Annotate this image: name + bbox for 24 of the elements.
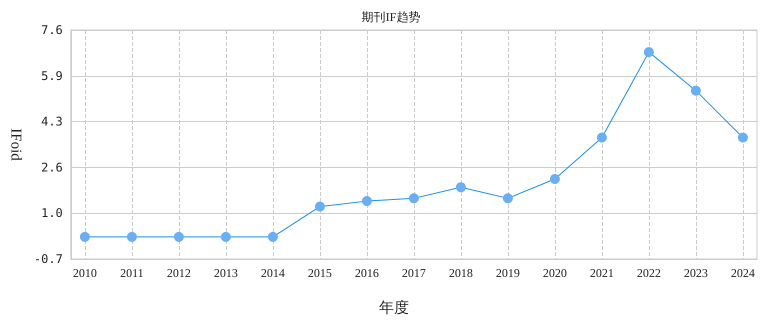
chart-title: 期刊IF趋势 <box>362 10 420 24</box>
y-tick-label: -0.7 <box>34 252 63 266</box>
x-tick-label: 2024 <box>730 266 755 280</box>
x-tick-label: 2010 <box>72 266 97 280</box>
x-tick-label: 2015 <box>308 266 332 280</box>
x-tick-label: 2023 <box>684 266 708 280</box>
y-tick-label: 7.6 <box>41 23 63 37</box>
x-axis-title: 年度 <box>378 300 409 316</box>
x-tick-label: 2022 <box>636 266 661 280</box>
x-tick-label: 2017 <box>402 266 426 280</box>
x-tick-label: 2018 <box>448 266 473 280</box>
x-tick-label: 2019 <box>496 266 520 280</box>
y-tick-label: 4.3 <box>41 114 63 129</box>
x-tick-label: 2021 <box>590 266 614 280</box>
x-tick-label: 2012 <box>166 266 191 280</box>
x-tick-label: 2014 <box>260 266 285 280</box>
x-tick-label: 2016 <box>354 266 379 280</box>
x-tick-label: 2011 <box>120 266 144 280</box>
y-axis-title: IFoid <box>8 128 24 162</box>
y-tick-label: 5.9 <box>41 68 63 83</box>
x-tick-label: 2013 <box>214 266 238 280</box>
y-tick-label: 2.6 <box>41 160 63 174</box>
x-tick-label: 2020 <box>542 266 567 280</box>
y-tick-label: 1.0 <box>41 206 63 220</box>
